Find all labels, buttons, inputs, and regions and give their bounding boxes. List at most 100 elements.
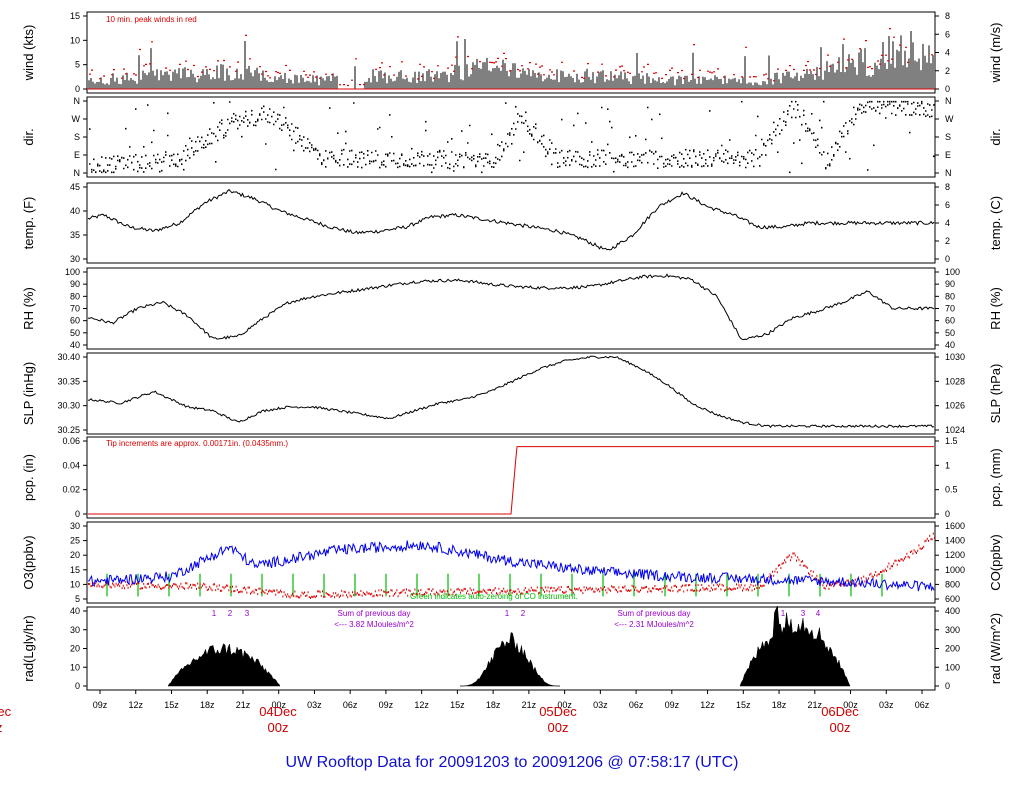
radiation-marker-label: 3 — [801, 609, 806, 618]
slp-left-tick-label: 30.30 — [57, 401, 80, 411]
slp-right-tick-label: 1024 — [945, 425, 965, 435]
temp-left-tick-label: 40 — [70, 206, 80, 216]
rad-right-axis-label: rad (W/m^2) — [988, 613, 1003, 684]
rad-right-tick-label: 100 — [945, 662, 960, 672]
temp-right-tick-label: 8 — [945, 182, 950, 192]
rh-left-axis-label: RH (%) — [21, 287, 36, 330]
temp-right-tick-label: 2 — [945, 236, 950, 246]
pcp-left-tick-label: 0 — [75, 509, 80, 519]
chem-left-tick-label: 10 — [70, 579, 80, 589]
wind-speed-bars — [88, 31, 934, 89]
rh-series-line — [87, 273, 935, 341]
day-hour-label: 00z — [830, 720, 851, 735]
rad-left-tick-label: 20 — [70, 644, 80, 654]
wind-right-tick-label: 0 — [945, 84, 950, 94]
rh-left-tick-label: 80 — [70, 291, 80, 301]
x-tick-label: 21z — [808, 700, 823, 710]
day-hour-label: 00z — [268, 720, 289, 735]
temp-right-axis-label: temp. (C) — [988, 196, 1003, 250]
x-tick-label: 09z — [93, 700, 108, 710]
x-tick-label: 18z — [772, 700, 787, 710]
slp-right-tick-label: 1030 — [945, 352, 965, 362]
dir-left-tick-label: E — [74, 150, 80, 160]
chem-left-axis-label: O3(ppbv) — [21, 535, 36, 589]
rh-right-tick-label: 100 — [945, 267, 960, 277]
dir-left-tick-label: S — [74, 132, 80, 142]
pcp-left-tick-label: 0.02 — [62, 485, 80, 495]
rh-left-tick-label: 100 — [65, 267, 80, 277]
rad-left-tick-label: 10 — [70, 662, 80, 672]
wind-series — [87, 28, 935, 90]
chem-annotation: Green indicates auto-zeroing of CO instr… — [410, 592, 578, 601]
chem-right-tick-label: 600 — [945, 594, 960, 604]
radiation-sum-line2: <--- 3.82 MJoules/m^2 — [334, 620, 414, 629]
radiation-sum-line1: Sum of previous day — [338, 609, 411, 618]
slp-left-tick-label: 30.40 — [57, 352, 80, 362]
wind-left-axis-label: wind (kts) — [21, 25, 36, 82]
rh-panel-frame — [86, 267, 936, 350]
rh-right-tick-label: 70 — [945, 304, 955, 314]
edge-day-date-label: Dec — [0, 704, 12, 719]
x-tick-label: 12z — [700, 700, 715, 710]
x-tick-label: 00z — [271, 700, 286, 710]
slp-series-line — [87, 355, 935, 429]
chem-left-tick-label: 15 — [70, 565, 80, 575]
radiation-sum-line1: Sum of previous day — [618, 609, 691, 618]
dir-right-tick-label: N — [945, 96, 952, 106]
pcp-right-tick-label: 0.5 — [945, 485, 958, 495]
rad-right-tick-label: 300 — [945, 625, 960, 635]
chem-left-tick-label: 5 — [75, 594, 80, 604]
wind-right-axis-label: wind (m/s) — [988, 23, 1003, 84]
rad-left-tick-label: 0 — [75, 681, 80, 691]
temp-left-axis-label: temp. (F) — [21, 197, 36, 250]
edge-day-hour-label: z — [0, 720, 3, 735]
wind-right-tick-label: 4 — [945, 48, 950, 58]
wind-left-tick-label: 0 — [75, 84, 80, 94]
radiation-marker-label: 4 — [816, 609, 821, 618]
day-date-label: 04Dec — [259, 704, 297, 719]
x-tick-label: 18z — [200, 700, 215, 710]
radiation-marker-label: 1 — [212, 609, 217, 618]
x-tick-label: 15z — [450, 700, 465, 710]
chem-panel-frame — [86, 521, 936, 604]
pcp-right-tick-label: 0 — [945, 509, 950, 519]
slp-right-tick-label: 1026 — [945, 401, 965, 411]
pcp-right-tick-label: 1.5 — [945, 436, 958, 446]
x-tick-label: 00z — [843, 700, 858, 710]
co-series — [87, 540, 935, 592]
x-tick-label: 09z — [665, 700, 680, 710]
day-date-label: 06Dec — [821, 704, 859, 719]
rh-left-tick-label: 70 — [70, 304, 80, 314]
chem-right-tick-label: 800 — [945, 579, 960, 589]
rh-right-tick-label: 40 — [945, 340, 955, 350]
temp-right-tick-label: 6 — [945, 200, 950, 210]
pcp-right-tick-label: 1 — [945, 460, 950, 470]
pcp-annotation: Tip increments are approx. 0.00171in. (0… — [106, 439, 288, 448]
rh-right-tick-label: 50 — [945, 328, 955, 338]
x-tick-label: 21z — [236, 700, 251, 710]
temp-left-tick-label: 35 — [70, 230, 80, 240]
dir-right-tick-label: E — [945, 150, 951, 160]
x-tick-label: 03z — [593, 700, 608, 710]
rad-left-tick-label: 30 — [70, 625, 80, 635]
dir-right-axis-label: dir. — [988, 128, 1003, 145]
temp-series-line — [87, 188, 935, 251]
o3-series — [88, 532, 935, 599]
slp-left-tick-label: 30.35 — [57, 376, 80, 386]
wind-right-tick-label: 2 — [945, 66, 950, 76]
dir-right-tick-label: S — [945, 132, 951, 142]
rh-right-tick-label: 60 — [945, 316, 955, 326]
chem-right-tick-label: 1400 — [945, 536, 965, 546]
day-hour-label: 00z — [548, 720, 569, 735]
radiation-marker-label: 2 — [228, 609, 233, 618]
dir-left-tick-label: W — [72, 114, 81, 124]
rh-left-tick-label: 90 — [70, 279, 80, 289]
slp-panel-frame — [86, 352, 936, 435]
x-tick-label: 00z — [557, 700, 572, 710]
slp-left-tick-label: 30.25 — [57, 425, 80, 435]
chem-right-tick-label: 1000 — [945, 565, 965, 575]
pcp-right-axis-label: pcp. (mm) — [988, 448, 1003, 507]
radiation-marker-label: 3 — [245, 609, 250, 618]
wind-left-tick-label: 15 — [70, 11, 80, 21]
